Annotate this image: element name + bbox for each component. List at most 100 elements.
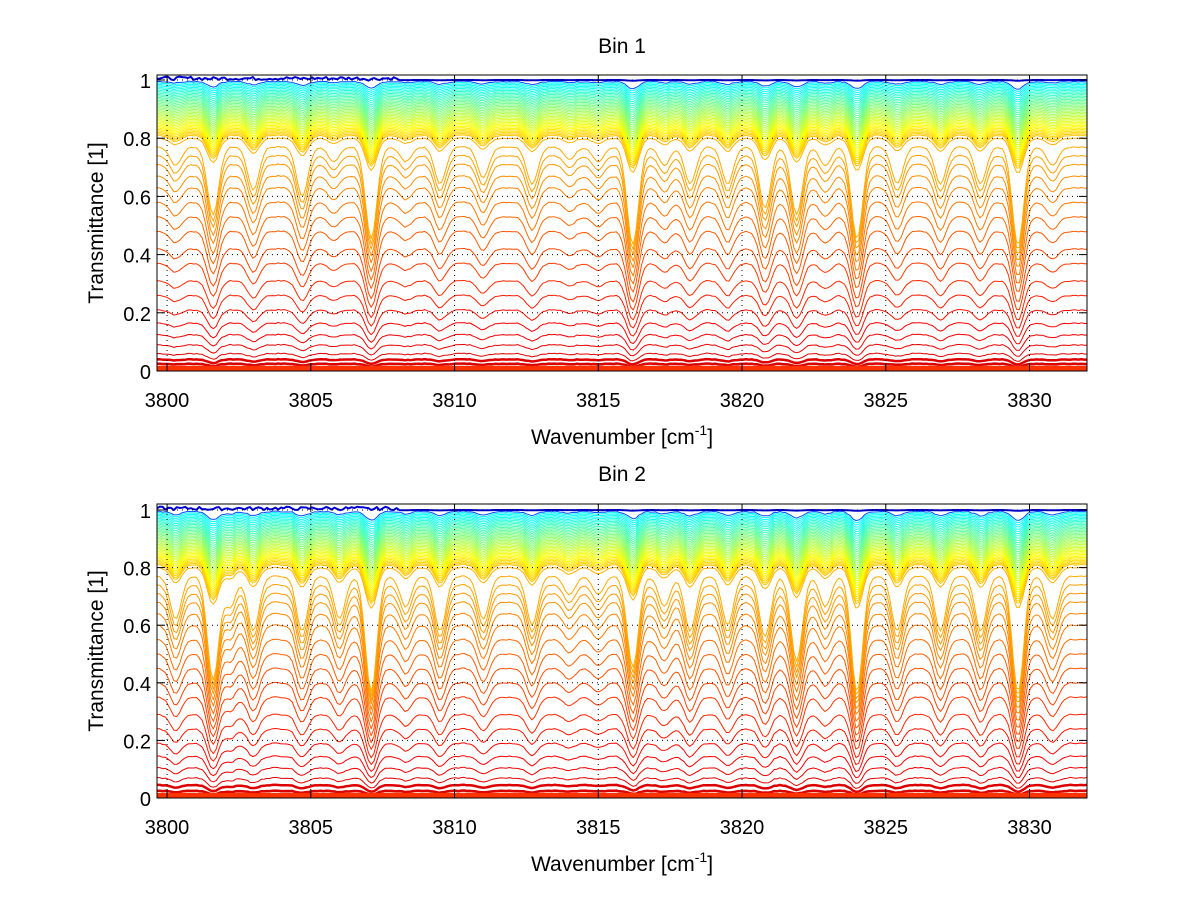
spectrum-line <box>156 652 1088 730</box>
spectrum-line <box>156 93 1087 109</box>
y-tick-label: 1 <box>140 501 151 523</box>
x-tick-label: 3825 <box>864 817 909 839</box>
spectrum-line <box>156 556 1088 593</box>
spectrum-line <box>156 186 1087 268</box>
spectrum-line <box>156 543 1088 573</box>
axes-frame <box>156 74 1088 372</box>
spectrum-line <box>157 95 1087 111</box>
spectra-lines <box>156 505 1088 798</box>
spectrum-line <box>156 601 1088 705</box>
spectrum-line <box>157 362 1087 369</box>
spectrum-line <box>157 333 1087 351</box>
spectrum-line <box>156 583 1088 697</box>
spectrum-line <box>157 112 1087 137</box>
spectrum-line <box>156 137 1087 173</box>
spectrum-line <box>156 542 1088 571</box>
spectrum-line <box>157 513 1088 526</box>
x-tick-label: 3810 <box>432 390 477 412</box>
y-tick-label: 0.6 <box>123 187 151 209</box>
spectrum-line <box>157 529 1088 551</box>
spectrum-line <box>157 108 1087 131</box>
spectrum-line <box>157 122 1087 152</box>
plot-title: Bin 1 <box>598 35 646 58</box>
spectrum-line <box>156 537 1088 564</box>
spectrum-line <box>156 547 1088 580</box>
x-tick-label: 3810 <box>432 817 477 839</box>
x-tick-label: 3805 <box>289 390 334 412</box>
spectrum-line <box>157 106 1087 128</box>
spectrum-line <box>157 116 1087 143</box>
spectrum-line <box>156 145 1087 246</box>
saturated-band <box>157 365 1087 371</box>
spectrum-line <box>157 343 1087 357</box>
spectrum-line <box>156 524 1088 544</box>
spectrum-line <box>156 681 1088 743</box>
spectrum-line <box>157 115 1088 141</box>
spectrum-line <box>156 727 1088 765</box>
spectrum-line <box>156 279 1087 321</box>
spectrum-line <box>156 552 1088 587</box>
spectrum-line <box>157 125 1087 156</box>
spectrum-line <box>157 783 1088 794</box>
spectrum-line <box>157 89 1087 103</box>
tick-marks <box>157 75 1087 372</box>
x-tick-label: 3805 <box>289 817 334 839</box>
y-tick-label: 0.2 <box>123 304 151 326</box>
spectrum-line <box>157 262 1087 311</box>
tick-marks <box>157 504 1087 799</box>
spectrum-line <box>157 530 1088 553</box>
spectrum-line <box>157 294 1087 329</box>
spectrum-line <box>156 612 1088 710</box>
spectrum-line <box>156 154 1087 250</box>
spectrum-line <box>157 789 1088 796</box>
spectrum-line <box>157 92 1087 107</box>
spectrum-line <box>157 84 1087 96</box>
spectrum-line <box>157 519 1088 535</box>
spectrum-line <box>157 536 1088 562</box>
subplot-bin-1: Bin 1 3800 3805 3810 3815 3820 3825 3830 00.20… <box>85 35 1088 449</box>
x-tick-label: 3820 <box>720 390 765 412</box>
spectrum-line <box>157 520 1088 537</box>
spectrum-line <box>156 230 1087 293</box>
x-tick-label: 3815 <box>576 817 621 839</box>
spectrum-line <box>157 102 1088 122</box>
y-tick-label: 0.8 <box>123 559 151 581</box>
x-tick-label: 3815 <box>576 390 621 412</box>
x-tick-label: 3830 <box>1007 817 1052 839</box>
y-tick-label: 0.6 <box>123 616 151 638</box>
x-tick-label: 3820 <box>720 817 765 839</box>
spectrum-line <box>156 563 1088 605</box>
x-tick-label: 3800 <box>145 817 190 839</box>
spectrum-line <box>156 544 1088 575</box>
spectrum-line <box>156 553 1088 589</box>
y-tick-labels: 0 0.2 0.4 0.6 0.8 1 <box>123 71 151 384</box>
spectrum-line <box>156 575 1088 693</box>
x-tick-labels: 3800 3805 3810 3815 3820 3825 3830 <box>145 390 1052 412</box>
spectrum-line <box>157 129 1087 163</box>
spectrum-line <box>157 514 1088 528</box>
spectrum-line <box>157 121 1087 150</box>
spectrum-line <box>156 86 1088 99</box>
y-tick-label: 0.4 <box>123 246 151 268</box>
spectrum-line <box>156 90 1087 105</box>
y-tick-label: 0.4 <box>123 674 151 696</box>
spectrum-line <box>157 766 1088 784</box>
spectrum-line <box>156 592 1088 701</box>
spectrum-line <box>156 511 1088 524</box>
spectrum-line <box>156 87 1087 101</box>
y-axis-label: Transmittance [1] <box>85 570 108 731</box>
spectrum-line <box>156 557 1088 596</box>
spectrum-line <box>157 516 1088 530</box>
x-tick-label: 3800 <box>145 390 190 412</box>
x-tick-label: 3825 <box>864 390 909 412</box>
spectrum-line <box>156 175 1087 262</box>
spectrum-line <box>156 357 1087 366</box>
spectrum-line <box>156 638 1088 723</box>
x-tick-label: 3830 <box>1007 390 1052 412</box>
y-tick-label: 0.2 <box>123 731 151 753</box>
spectrum-line <box>157 81 1087 92</box>
spectrum-line <box>157 322 1087 345</box>
spectrum-line <box>157 127 1087 158</box>
grid-lines <box>157 75 1087 372</box>
